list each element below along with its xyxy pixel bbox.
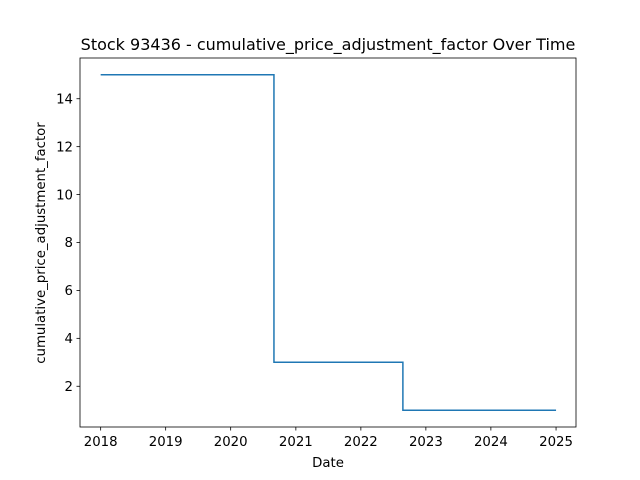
chart-title: Stock 93436 - cumulative_price_adjustmen… — [81, 35, 576, 55]
y-axis-ticks: 2 4 6 8 10 12 14 — [56, 92, 80, 395]
series-layer — [100, 74, 557, 411]
x-tick-label: 2019 — [149, 435, 183, 450]
x-axis-label: Date — [312, 456, 344, 471]
y-axis-label: cumulative_price_adjustment_factor — [34, 122, 49, 364]
y-tick-label: 8 — [65, 236, 73, 251]
x-tick-label: 2025 — [539, 435, 573, 450]
x-tick-label: 2023 — [409, 435, 443, 450]
plot-area — [80, 58, 576, 427]
x-tick-label: 2022 — [344, 435, 378, 450]
x-tick-label: 2020 — [214, 435, 248, 450]
y-tick-label: 4 — [65, 332, 73, 347]
series-line-0 — [100, 74, 557, 411]
x-tick-label: 2024 — [474, 435, 508, 450]
x-tick-label: 2018 — [84, 435, 118, 450]
y-tick-label: 10 — [56, 188, 73, 203]
y-tick-label: 14 — [56, 92, 73, 107]
y-tick-label: 6 — [65, 284, 73, 299]
y-tick-label: 2 — [65, 380, 73, 395]
x-tick-label: 2021 — [279, 435, 313, 450]
x-axis-ticks: 2018 2019 2020 2021 2022 2023 2024 2025 — [84, 427, 573, 450]
y-tick-label: 12 — [56, 140, 73, 155]
